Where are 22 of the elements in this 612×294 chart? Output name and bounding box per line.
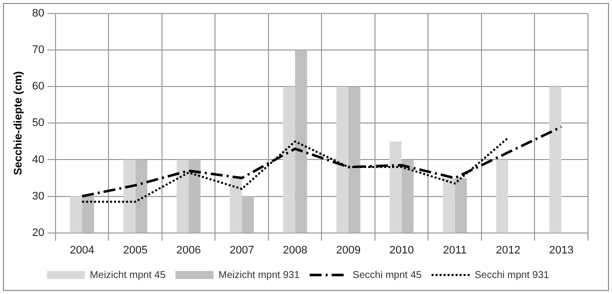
legend-label: Secchi mpnt 45 <box>352 270 422 281</box>
y-tick-label: 40 <box>32 154 44 166</box>
x-tick-label: 2011 <box>443 244 467 256</box>
x-tick-label: 2012 <box>496 244 520 256</box>
y-tick-label: 50 <box>32 117 44 130</box>
x-tick-label: 2005 <box>123 244 148 256</box>
x-tick-label: 2009 <box>336 244 361 256</box>
legend-label: Meizicht mpnt 45 <box>90 270 166 281</box>
y-tick-label: 60 <box>32 80 44 93</box>
y-tick-label: 70 <box>32 44 44 56</box>
y-tick-label: 30 <box>32 190 44 202</box>
x-tick-label: 2004 <box>70 244 94 256</box>
legend-label: Meizicht mpnt 931 <box>218 270 300 281</box>
legend-label: Secchi mpnt 931 <box>474 270 550 281</box>
y-axis-title: Secchie-diepte (cm) <box>12 70 25 176</box>
x-tick-label: 2013 <box>549 244 574 256</box>
x-tick-label: 2008 <box>282 244 308 256</box>
x-tick-label: 2010 <box>389 244 414 256</box>
y-tick-label: 20 <box>32 226 44 239</box>
y-tick-label: 80 <box>32 8 44 20</box>
x-tick-label: 2007 <box>230 244 254 256</box>
x-tick-label: 2006 <box>176 244 201 256</box>
